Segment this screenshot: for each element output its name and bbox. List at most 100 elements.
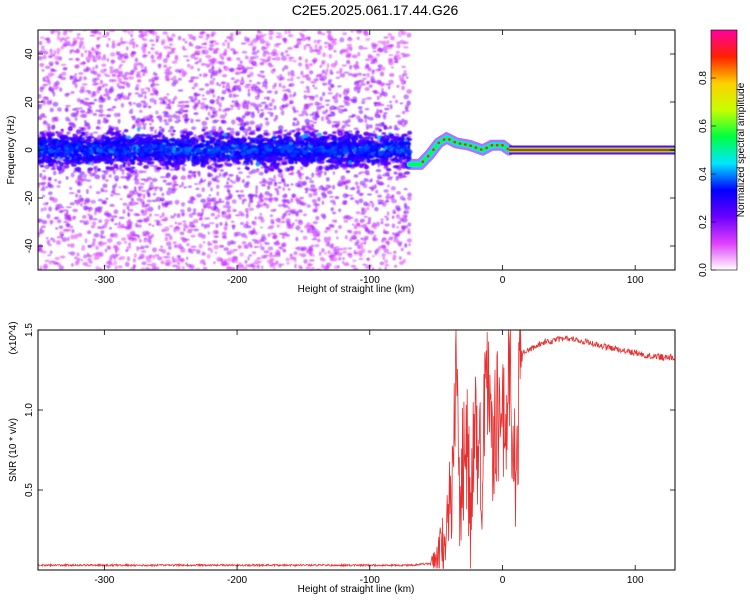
heatmap-cell [164,233,171,237]
heatmap-cell [164,226,170,232]
heatmap-cell [273,197,277,200]
heatmap-cell [48,191,53,196]
heatmap-cell [228,93,233,98]
heatmap-cell [92,218,98,221]
heatmap-cell [131,51,136,54]
heatmap-cell [331,211,337,215]
heatmap-cell [104,87,108,94]
heatmap-cell [94,169,98,174]
heatmap-cell [324,72,328,76]
heatmap-cell [42,51,49,55]
heatmap-cell [216,191,220,197]
heatmap-cell [342,32,348,36]
heatmap-cell [365,123,369,129]
heatmap-cell [111,217,114,223]
heatmap-cell [161,212,165,218]
heatmap-cell [81,247,86,251]
heatmap-cell [255,194,258,198]
heatmap-cell [225,201,230,206]
heatmap-cell [89,132,94,137]
heatmap-cell [156,115,160,119]
heatmap-cell [61,63,67,66]
heatmap-cell [287,71,291,76]
heatmap-cell [141,210,148,216]
heatmap-cell [47,163,54,167]
heatmap-cell [101,63,107,67]
heatmap-cell [383,165,388,170]
heatmap-cell [41,182,45,187]
heatmap-cell [262,52,267,57]
heatmap-cell [114,232,118,238]
heatmap-cell [372,255,375,258]
heatmap-cell [269,114,274,117]
heatmap-cell [326,30,332,34]
heatmap-cell [271,254,277,258]
heatmap-cell [136,219,142,223]
heatmap-cell [213,49,218,54]
heatmap-cell [303,45,307,50]
heatmap-cell [226,209,231,213]
heatmap-cell [281,85,286,89]
heatmap-cell [143,164,149,169]
heatmap-cell [74,166,82,172]
heatmap-cell [151,43,156,47]
heatmap-cell [271,136,278,140]
heatmap-cell [232,49,237,55]
heatmap-cell [178,108,184,114]
heatmap-cell [111,215,118,219]
heatmap-cell [95,109,101,113]
heatmap-cell [102,119,109,124]
heatmap-cell [246,175,251,178]
heatmap-cell [297,127,301,133]
heatmap-cell [104,248,108,253]
heatmap-cell [292,129,296,133]
heatmap-cell [105,261,110,265]
heatmap-cell [404,107,408,111]
heatmap-cell [219,114,226,119]
heatmap-cell [259,62,265,66]
heatmap-cell [166,103,171,109]
heatmap-cell [80,52,84,58]
heatmap-cell [126,172,131,176]
heatmap-cell [239,252,244,257]
heatmap-cell [38,182,43,186]
heatmap-cell [128,109,134,115]
heatmap-cell [55,62,59,65]
heatmap-cell [300,253,307,258]
heatmap-cell [52,53,56,57]
heatmap-cell [313,208,319,211]
heatmap-cell [247,202,251,208]
heatmap-cell [256,239,262,244]
heatmap-cell [132,264,137,268]
heatmap-cell [313,87,318,90]
heatmap-cell [61,37,66,41]
heatmap-cell [90,199,96,204]
heatmap-cell [382,82,386,87]
heatmap-cell [58,225,64,229]
heatmap-cell [107,108,114,112]
heatmap-cell [98,85,102,91]
heatmap-cell [370,230,374,233]
heatmap-cell [264,169,269,174]
heatmap-cell [38,244,43,250]
heatmap-cell [315,94,319,98]
heatmap-cell [314,228,318,234]
heatmap-cell [206,200,212,205]
heatmap-cell [123,55,129,59]
heatmap-cell [315,206,318,209]
heatmap-cell [103,93,109,97]
heatmap-cell [274,90,278,95]
heatmap-cell [74,199,79,203]
heatmap-cell [110,52,116,57]
heatmap-cell [152,247,157,253]
heatmap-cell [108,87,115,92]
heatmap-cell [46,239,51,245]
heatmap-cell [259,192,263,197]
heatmap-cell [185,256,189,260]
heatmap-cell [41,194,46,198]
heatmap-cell [119,165,123,170]
heatmap-cell [292,193,296,198]
heatmap-cell [292,94,295,98]
heatmap-cell [242,104,246,109]
heatmap-cell [100,240,103,243]
